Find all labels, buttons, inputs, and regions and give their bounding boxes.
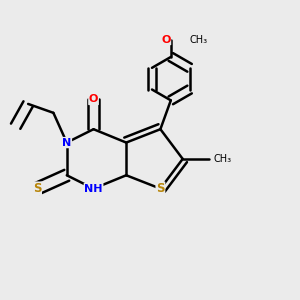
Text: NH: NH [84,184,103,194]
Text: CH₃: CH₃ [213,154,231,164]
Text: N: N [62,138,71,148]
Text: O: O [89,94,98,104]
Text: S: S [156,182,165,195]
Text: CH₃: CH₃ [190,35,208,45]
Text: S: S [33,182,41,195]
Text: O: O [161,35,171,45]
